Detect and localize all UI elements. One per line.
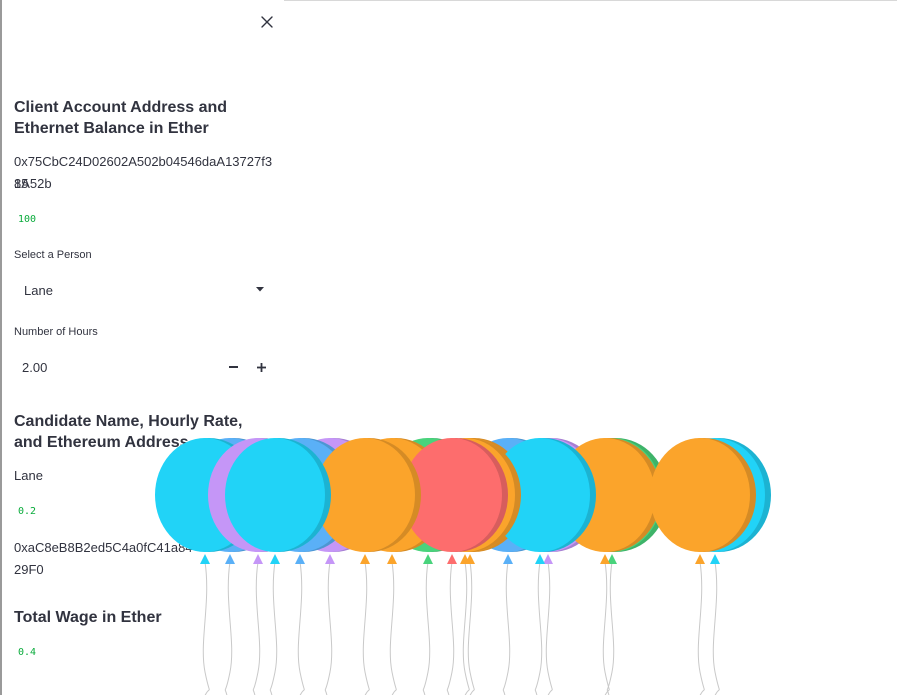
balloon (458, 438, 564, 695)
balloon (378, 438, 484, 695)
balloon (402, 438, 508, 695)
candidate-name: Lane (14, 468, 43, 483)
balloon (665, 438, 771, 695)
hours-input[interactable] (14, 350, 214, 384)
total-wage-heading: Total Wage in Ether (14, 609, 162, 626)
balloon (342, 438, 448, 695)
candidate-heading: Candidate Name, Hourly Rate, and Ethereu… (14, 413, 243, 451)
person-select[interactable]: Lane (14, 274, 270, 308)
account-address-line-1: 0x75CbC24D02602A502b04546daA13727f385 (14, 154, 273, 191)
person-select-value: Lane (24, 283, 53, 298)
candidate-address-line-2: 29F0 (14, 562, 44, 577)
balloon (555, 438, 661, 695)
balloon (562, 438, 668, 695)
balloon (315, 438, 421, 695)
close-sidebar-button[interactable] (257, 12, 277, 32)
candidate-address-line-1: 0xaC8eB8B2ed5C4a0fC41a84 (14, 540, 193, 555)
decrement-button[interactable] (219, 350, 247, 384)
balloon (498, 438, 604, 695)
sidebar: Client Account Address and Ethernet Bala… (2, 0, 284, 695)
close-icon (261, 16, 273, 28)
account-balance: 100 (18, 214, 37, 225)
balloon (650, 438, 756, 695)
plus-icon (256, 362, 266, 372)
window-left-border (0, 0, 2, 695)
balloon (280, 438, 386, 695)
account-heading: Client Account Address and Ethernet Bala… (14, 99, 228, 137)
select-person-label: Select a Person (14, 249, 92, 261)
chevron-down-icon (256, 287, 264, 292)
window-top-border (0, 0, 897, 1)
balloon (490, 438, 596, 695)
hourly-rate: 0.2 (18, 506, 37, 517)
balloon (415, 438, 521, 695)
number-of-hours-label: Number of Hours (14, 326, 98, 338)
increment-button[interactable] (247, 350, 275, 384)
hours-number-input (14, 350, 270, 384)
minus-icon (228, 366, 238, 368)
account-address-line-2: 1A52b (14, 176, 52, 191)
total-wage: 0.4 (18, 647, 37, 658)
balloon (420, 438, 526, 695)
